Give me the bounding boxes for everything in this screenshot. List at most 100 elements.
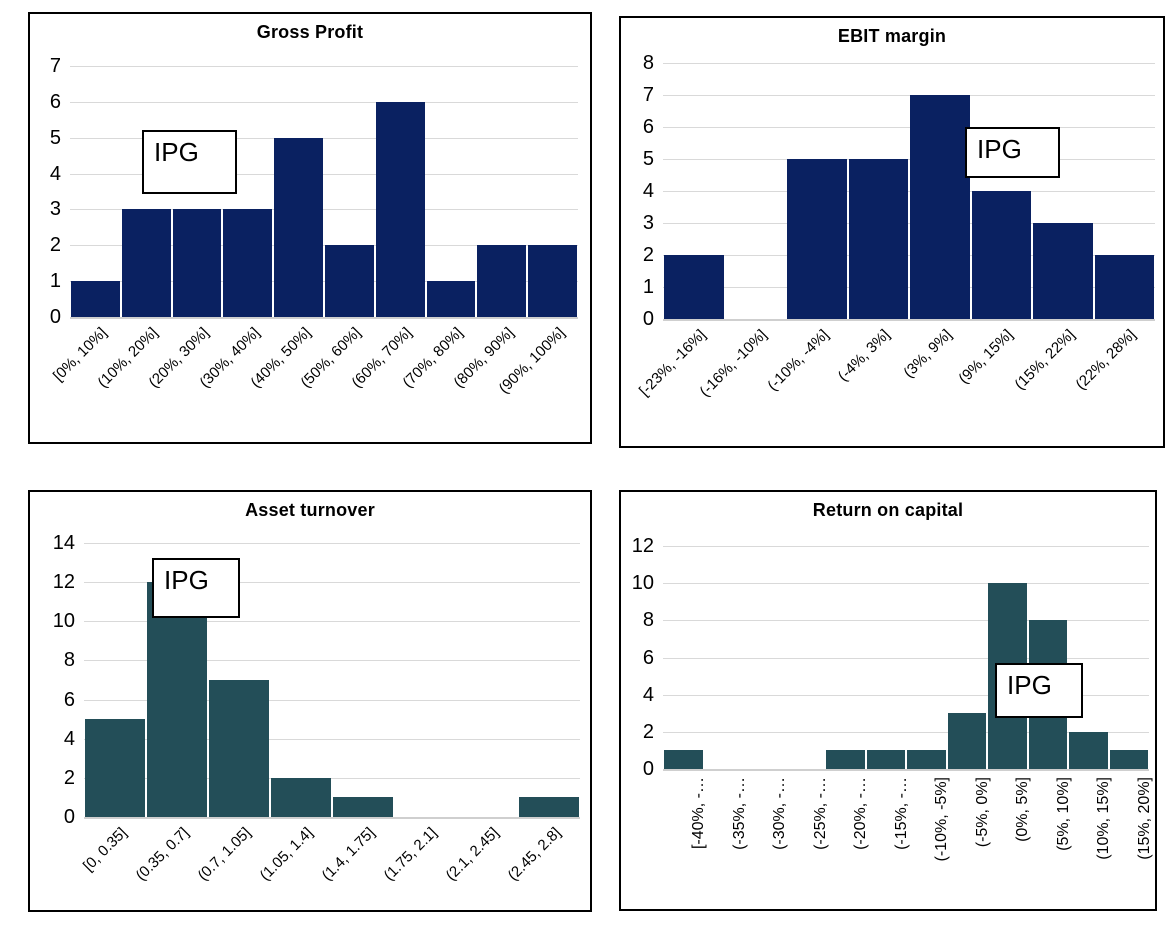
x-tick-label: (15%, 20%] xyxy=(1135,777,1153,860)
x-tick-label: (-15%, -… xyxy=(892,777,910,850)
y-tick-label: 10 xyxy=(631,572,654,595)
x-tick-label: [0, 0.35] xyxy=(79,824,131,875)
ipg-annotation-box: IPG xyxy=(995,663,1083,718)
y-tick-label: 8 xyxy=(642,609,654,632)
y-tick-label: 4 xyxy=(642,683,654,706)
x-tick-label: (-35%, -… xyxy=(730,777,748,850)
gridline xyxy=(663,159,1155,160)
ipg-annotation-box: IPG xyxy=(965,127,1060,178)
ipg-annotation-box: IPG xyxy=(152,558,240,618)
bar-(80%, 90%] xyxy=(477,245,527,317)
chart-ebit-margin: EBIT margin 0 1 2 3 4 5 6 7 8 [-23%, -16%] (-16%, … xyxy=(619,16,1165,448)
y-tick-label: 8 xyxy=(642,52,654,74)
y-tick-label: 1 xyxy=(642,276,654,298)
ipg-annotation-label: IPG xyxy=(154,137,199,167)
gridline xyxy=(70,245,578,247)
x-tick-label: [-40%, -… xyxy=(690,777,708,850)
bar-(15%, 22%] xyxy=(1033,223,1093,319)
gridline xyxy=(70,66,578,67)
x-tick-label: (0%, 5%] xyxy=(1014,777,1032,842)
bar-(10%, 20%] xyxy=(121,209,171,317)
y-tick-label: 2 xyxy=(642,244,654,266)
bar-(0.35, 0.7] xyxy=(147,582,207,817)
bar-(30%, 40%] xyxy=(223,209,273,317)
x-axis-line xyxy=(70,317,578,319)
y-tick-label: 5 xyxy=(49,126,61,149)
x-tick-label: (-20%, -… xyxy=(852,777,870,850)
gridline xyxy=(84,660,580,662)
gridline xyxy=(70,137,578,139)
gridline xyxy=(84,621,580,623)
y-tick-label: 0 xyxy=(642,308,654,330)
ipg-annotation-label: IPG xyxy=(1007,670,1052,700)
gridline xyxy=(70,281,578,283)
y-tick-label: 2 xyxy=(63,766,75,789)
gridline xyxy=(663,191,1155,192)
gridline xyxy=(70,101,578,103)
chart-asset-turnover: Asset turnover 0 2 4 6 8 10 12 14 [0, 0.35] (0.35… xyxy=(28,490,592,912)
gridline xyxy=(663,731,1149,733)
x-tick-label: (-4%, 3%] xyxy=(834,326,894,385)
x-tick-label: (0.7, 1.05] xyxy=(194,824,255,885)
x-tick-label: (-25%, -… xyxy=(811,777,829,850)
y-tick-label: 1 xyxy=(49,270,61,293)
gridline xyxy=(663,255,1155,256)
bar-(-15%, -… xyxy=(866,750,905,769)
y-tick-label: 10 xyxy=(52,610,75,633)
gridline xyxy=(663,127,1155,128)
bar-(1.05, 1.4] xyxy=(271,777,331,817)
bar-(70%, 80%] xyxy=(426,281,476,317)
bar-(10%, 15%] xyxy=(1069,731,1108,769)
bar-(90%, 100%] xyxy=(528,245,577,317)
y-tick-label: 6 xyxy=(642,646,654,669)
y-tick-label: 4 xyxy=(63,727,75,750)
x-axis-line xyxy=(84,817,580,819)
x-tick-label: (1.05, 1.4] xyxy=(256,824,317,885)
bar-(9%, 15%] xyxy=(971,191,1031,319)
x-tick-label: (0.35, 0.7] xyxy=(132,824,193,885)
y-tick-label: 6 xyxy=(63,688,75,711)
gridline xyxy=(663,95,1155,96)
ipg-annotation-label: IPG xyxy=(164,565,209,595)
gridline xyxy=(663,620,1149,622)
y-tick-label: 5 xyxy=(642,148,654,170)
y-tick-label: 0 xyxy=(642,758,654,780)
x-tick-label: (9%, 15%] xyxy=(955,326,1017,388)
x-tick-label: (1.75, 2.1] xyxy=(380,824,441,885)
y-tick-label: 3 xyxy=(642,212,654,234)
y-tick-label: 6 xyxy=(642,116,654,138)
gridline xyxy=(84,543,580,544)
gridline xyxy=(663,657,1149,659)
y-tick-label: 7 xyxy=(642,84,654,106)
x-axis-line xyxy=(663,319,1155,321)
bar-[-40%, -… xyxy=(664,750,703,769)
x-tick-label: (5%, 10%] xyxy=(1054,777,1072,851)
gridline xyxy=(663,287,1155,288)
chart-title: Return on capital xyxy=(812,500,964,520)
x-tick-label: (1.4, 1.75] xyxy=(318,824,379,885)
y-tick-label: 3 xyxy=(49,198,61,221)
chart-title: Gross Profit xyxy=(256,22,364,42)
gridline xyxy=(70,209,578,211)
bar-(20%, 30%] xyxy=(172,209,222,317)
bar-(-20%, -… xyxy=(826,750,865,769)
gridline xyxy=(663,223,1155,224)
x-tick-label: (3%, 9%] xyxy=(900,326,956,382)
x-tick-label: (2.45, 2.8] xyxy=(504,824,565,885)
gridline xyxy=(663,694,1149,696)
y-tick-label: 6 xyxy=(49,90,61,113)
bar-(40%, 50%] xyxy=(274,137,323,317)
y-tick-label: 7 xyxy=(49,55,61,77)
bar-(22%, 28%] xyxy=(1094,255,1154,319)
bar-(1.4, 1.75] xyxy=(333,797,393,817)
y-tick-label: 4 xyxy=(49,162,61,185)
chart-title: Asset turnover xyxy=(245,500,375,520)
bar-[-23%, -16%] xyxy=(664,255,724,319)
y-tick-label: 12 xyxy=(52,571,75,594)
bar-(-4%, 3%] xyxy=(848,159,908,319)
x-tick-label: (-30%, -… xyxy=(771,777,789,850)
y-tick-label: 2 xyxy=(49,234,61,257)
y-tick-label: 8 xyxy=(63,649,75,672)
bar-(3%, 9%] xyxy=(910,95,970,319)
